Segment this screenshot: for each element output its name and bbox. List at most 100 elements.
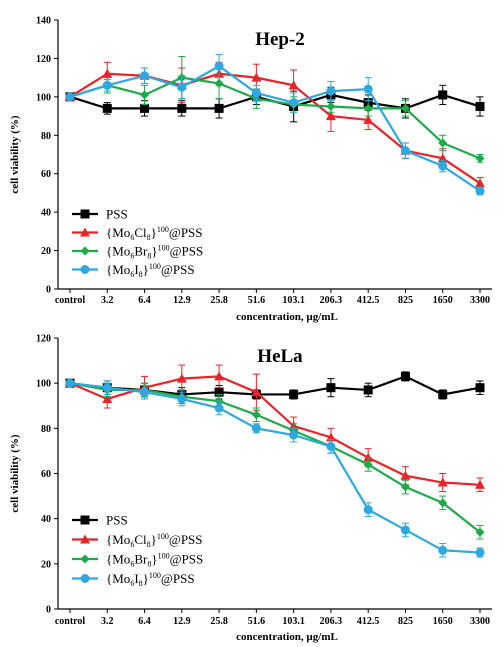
data-point	[177, 394, 187, 404]
data-point	[140, 90, 150, 100]
series-line	[69, 375, 481, 486]
data-point	[251, 72, 262, 82]
legend-label: PSS	[106, 207, 128, 222]
x-tick-label: 25.8	[210, 295, 228, 306]
legend-label-part: 8	[147, 540, 151, 549]
data-point	[102, 68, 113, 78]
data-point	[251, 88, 261, 98]
legend-label-part: 6	[130, 252, 134, 261]
data-point	[214, 61, 224, 71]
legend-label-part: {Mo	[106, 244, 130, 259]
data-point	[363, 385, 373, 395]
legend-label-part: }	[151, 532, 157, 547]
series-br	[65, 56, 485, 163]
series-pss	[65, 371, 485, 402]
legend-label-part: 100	[157, 532, 169, 541]
legend-label: {Mo6I8}100@PSS	[106, 571, 195, 588]
data-point	[140, 103, 150, 113]
data-point	[363, 84, 373, 94]
legend-label-part: @PSS	[169, 225, 203, 240]
legend-marker	[80, 534, 90, 544]
legend-marker	[80, 574, 90, 583]
legend-label-part: I	[134, 571, 138, 586]
data-point	[363, 505, 373, 515]
data-point	[363, 103, 373, 113]
legend-label-part: I	[134, 262, 138, 277]
x-tick-label: 412.5	[357, 616, 380, 627]
y-tick-label: 0	[46, 605, 51, 616]
y-tick-label: 20	[41, 246, 51, 257]
legend-label-part: @PSS	[161, 571, 195, 586]
legend-label-part: 100	[158, 244, 170, 253]
legend-marker	[80, 246, 90, 256]
x-tick-label: 825	[398, 295, 413, 306]
series-br	[65, 378, 485, 540]
x-axis-label: concentration, µg/mL	[236, 631, 338, 643]
series-cl	[65, 61, 485, 190]
x-tick-label: control	[55, 616, 86, 627]
legend-label: {Mo6Br8}100@PSS	[106, 244, 203, 261]
legend-entry-br: {Mo6Br8}100@PSS	[72, 552, 203, 569]
y-tick-label: 80	[41, 131, 51, 142]
x-tick-label: 3300	[470, 295, 490, 306]
x-tick-label: 103.1	[282, 295, 305, 306]
legend-label-part: }	[143, 262, 149, 277]
data-point	[102, 383, 112, 393]
legend-label-part: 6	[130, 579, 134, 588]
x-tick-label: 12.9	[173, 295, 191, 306]
series-i	[65, 378, 485, 558]
data-point	[325, 432, 336, 442]
y-tick-label: 40	[41, 514, 51, 525]
legend-label-part: {Mo	[106, 532, 130, 547]
y-tick-label: 100	[36, 92, 51, 103]
legend-label-part: {Mo	[106, 225, 130, 240]
legend-label-part: @PSS	[169, 532, 203, 547]
data-point	[475, 479, 485, 489]
data-point	[363, 459, 373, 469]
legend-label-part: 6	[130, 270, 134, 279]
legend-label-part: PSS	[106, 513, 128, 528]
data-point	[363, 114, 374, 124]
legend-label-part: 100	[149, 571, 161, 580]
legend-label-part: {Mo	[106, 552, 130, 567]
y-tick-label: 60	[41, 469, 51, 480]
data-point	[289, 98, 299, 108]
legend-marker	[80, 265, 90, 274]
y-axis-label: cell viability (%)	[9, 115, 21, 194]
legend-entry-i: {Mo6I8}100@PSS	[72, 262, 195, 279]
legend-entry-pss: PSS	[72, 513, 128, 528]
x-tick-label: 3.2	[101, 616, 114, 627]
data-point	[475, 527, 485, 537]
legend-label: PSS	[106, 513, 128, 528]
series-line	[69, 382, 481, 534]
legend-label-part: 8	[139, 579, 143, 588]
y-tick-label: 60	[41, 169, 51, 180]
legend-label-part: 100	[149, 262, 161, 271]
x-tick-label: 3.2	[101, 295, 114, 306]
data-point	[437, 477, 448, 487]
legend-label-part: }	[151, 552, 157, 567]
data-point	[177, 82, 187, 92]
y-tick-label: 140	[36, 16, 51, 27]
data-point	[140, 71, 150, 81]
legend-entry-pss: PSS	[72, 207, 128, 222]
data-point	[214, 371, 225, 381]
data-point	[140, 387, 150, 397]
legend-entry-cl: {Mo6Cl8}100@PSS	[72, 225, 203, 242]
y-axis-label: cell viability (%)	[9, 434, 21, 513]
x-tick-label: control	[55, 295, 86, 306]
legend-label-part: 100	[157, 225, 169, 234]
y-tick-label: 40	[41, 208, 51, 219]
x-tick-label: 206.3	[320, 616, 343, 627]
x-tick-label: 25.8	[210, 616, 228, 627]
series-line	[69, 72, 481, 185]
x-tick-label: 51.6	[248, 616, 266, 627]
data-point	[438, 498, 448, 508]
data-point	[176, 373, 187, 383]
legend-marker	[80, 554, 90, 564]
legend-label-part: 8	[147, 560, 151, 569]
data-point	[400, 525, 410, 535]
data-point	[475, 383, 485, 393]
data-point	[400, 146, 410, 156]
